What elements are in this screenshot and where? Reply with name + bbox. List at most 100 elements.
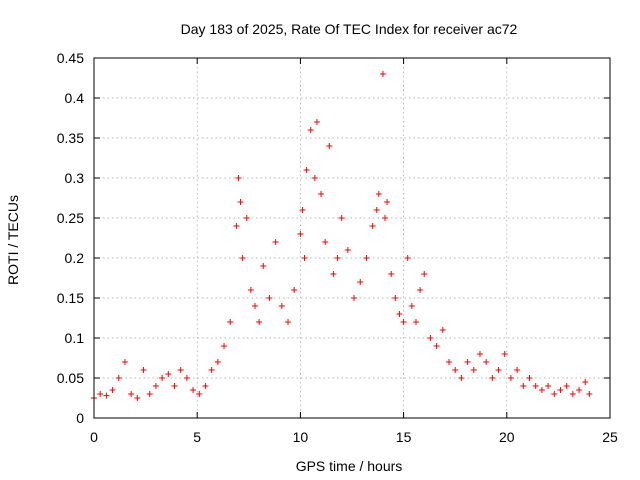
- data-point: [520, 383, 527, 389]
- data-point: [384, 199, 391, 205]
- data-point: [532, 383, 539, 389]
- data-point: [458, 375, 465, 381]
- data-point: [514, 367, 521, 373]
- y-tick-label: 0.1: [65, 330, 85, 346]
- data-point: [412, 319, 419, 325]
- data-point: [373, 207, 380, 213]
- data-point: [285, 319, 292, 325]
- data-point: [121, 359, 128, 365]
- data-point: [140, 367, 147, 373]
- data-point: [152, 383, 159, 389]
- x-tick-label: 5: [193, 429, 201, 445]
- data-point: [291, 287, 298, 293]
- data-point: [322, 239, 329, 245]
- x-axis-label: GPS time / hours: [296, 458, 403, 474]
- data-point: [334, 255, 341, 261]
- data-point: [165, 371, 172, 377]
- data-point: [452, 367, 459, 373]
- data-point: [227, 319, 234, 325]
- y-tick-label: 0.45: [57, 50, 84, 66]
- data-point: [128, 391, 135, 397]
- data-point: [551, 391, 558, 397]
- data-point: [260, 263, 267, 269]
- data-point: [408, 303, 415, 309]
- data-point: [351, 295, 358, 301]
- data-point: [278, 303, 285, 309]
- data-point: [318, 191, 325, 197]
- data-point: [171, 383, 178, 389]
- data-point: [183, 375, 190, 381]
- data-point: [400, 319, 407, 325]
- data-point: [247, 287, 254, 293]
- y-tick-label: 0.35: [57, 130, 84, 146]
- data-point: [501, 351, 508, 357]
- x-tick-label: 10: [293, 429, 309, 445]
- data-point: [344, 247, 351, 253]
- x-tick-label: 0: [90, 429, 98, 445]
- data-point: [576, 387, 583, 393]
- data-point: [446, 359, 453, 365]
- data-point: [202, 383, 209, 389]
- data-point: [526, 375, 533, 381]
- data-point: [313, 119, 320, 125]
- data-point: [392, 295, 399, 301]
- data-point: [586, 391, 593, 397]
- data-point: [109, 387, 116, 393]
- data-point: [557, 387, 564, 393]
- data-point: [266, 295, 273, 301]
- data-point: [538, 387, 545, 393]
- y-tick-label: 0.25: [57, 210, 84, 226]
- y-tick-label: 0: [76, 410, 84, 426]
- data-point: [311, 175, 318, 181]
- data-point: [382, 215, 389, 221]
- data-point: [582, 379, 589, 385]
- plot-frame: [93, 57, 611, 419]
- data-point: [495, 367, 502, 373]
- chart-title: Day 183 of 2025, Rate Of TEC Index for r…: [181, 21, 518, 37]
- y-tick-label: 0.15: [57, 290, 84, 306]
- data-point: [190, 387, 197, 393]
- data-point: [233, 223, 240, 229]
- data-point: [221, 343, 228, 349]
- data-point: [299, 207, 306, 213]
- data-point: [214, 359, 221, 365]
- data-point: [303, 167, 310, 173]
- data-point: [338, 215, 345, 221]
- data-point: [103, 392, 110, 399]
- data-point: [417, 287, 424, 293]
- data-point: [439, 327, 446, 333]
- y-axis-label: ROTI / TECUs: [5, 195, 21, 285]
- y-tick-label: 0.3: [65, 170, 85, 186]
- x-tick-label: 15: [396, 429, 412, 445]
- data-point: [307, 127, 314, 133]
- data-point: [464, 359, 471, 365]
- data-point: [363, 255, 370, 261]
- data-point: [177, 367, 184, 373]
- data-point: [427, 335, 434, 341]
- data-point: [97, 391, 104, 397]
- data-point: [476, 351, 483, 357]
- data-point: [396, 311, 403, 317]
- data-point: [507, 375, 514, 381]
- x-tick-label: 25: [602, 429, 618, 445]
- data-point: [256, 319, 263, 325]
- y-tick-label: 0.05: [57, 370, 84, 386]
- data-point: [404, 255, 411, 261]
- y-tick-label: 0.2: [65, 250, 85, 266]
- data-point: [569, 391, 576, 397]
- data-point: [379, 71, 386, 77]
- data-point: [545, 383, 552, 389]
- data-point: [369, 223, 376, 229]
- data-point: [326, 143, 333, 149]
- data-point: [433, 343, 440, 349]
- data-points: [91, 71, 593, 401]
- data-point: [421, 271, 428, 277]
- data-point: [115, 375, 122, 381]
- data-point: [470, 367, 477, 373]
- data-point: [196, 391, 203, 397]
- data-point: [388, 271, 395, 277]
- data-point: [208, 367, 215, 373]
- data-point: [159, 375, 166, 381]
